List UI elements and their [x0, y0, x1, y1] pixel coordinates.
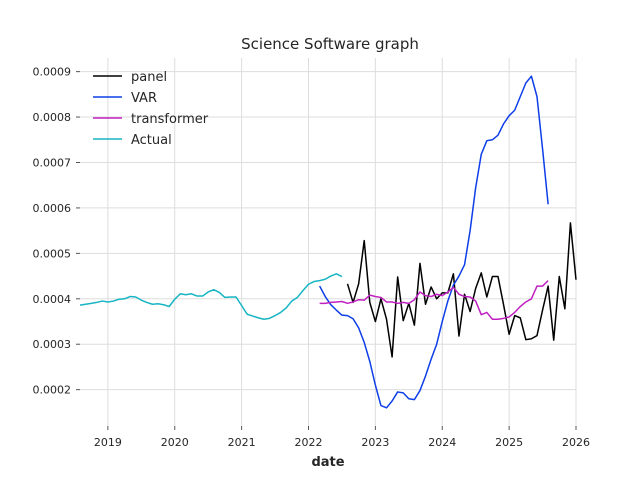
x-axis: 2019 2020 2021 2022 2023 2024 2025 2026: [94, 426, 590, 449]
y-tick-label: 0.0008: [33, 111, 72, 124]
legend-label-panel: panel: [131, 70, 167, 85]
legend-label-var: VAR: [131, 91, 157, 106]
series-lines: [79, 75, 577, 409]
y-axis: 0.0002 0.0003 0.0004 0.0005 0.0006 0.0007 0.00…: [33, 66, 80, 397]
x-tick-label: 2026: [562, 436, 590, 449]
y-tick-label: 0.0004: [33, 293, 72, 306]
x-tick-label: 2023: [361, 436, 389, 449]
y-tick-label: 0.0002: [33, 384, 72, 397]
y-tick-label: 0.0005: [33, 247, 72, 260]
x-tick-label: 2021: [228, 436, 256, 449]
series-line-panel: [346, 222, 577, 358]
y-tick-label: 0.0009: [33, 66, 72, 79]
series-line-transformer: [319, 280, 549, 320]
chart-title: Science Software graph: [241, 35, 419, 53]
x-tick-label: 2019: [94, 436, 122, 449]
x-tick-label: 2022: [294, 436, 322, 449]
y-tick-label: 0.0003: [33, 338, 72, 351]
x-axis-label: date: [311, 455, 344, 470]
x-tick-label: 2025: [495, 436, 523, 449]
legend-label-actual: Actual: [131, 133, 172, 148]
y-tick-label: 0.0006: [33, 202, 72, 215]
legend-label-transformer: transformer: [131, 112, 209, 127]
series-line-actual: [79, 273, 343, 320]
y-tick-label: 0.0007: [33, 156, 72, 169]
grid-lines: [80, 58, 577, 426]
x-tick-label: 2020: [161, 436, 189, 449]
series-line-var: [318, 75, 549, 409]
legend: panel VAR transformer Actual: [93, 70, 209, 148]
x-tick-label: 2024: [428, 436, 456, 449]
